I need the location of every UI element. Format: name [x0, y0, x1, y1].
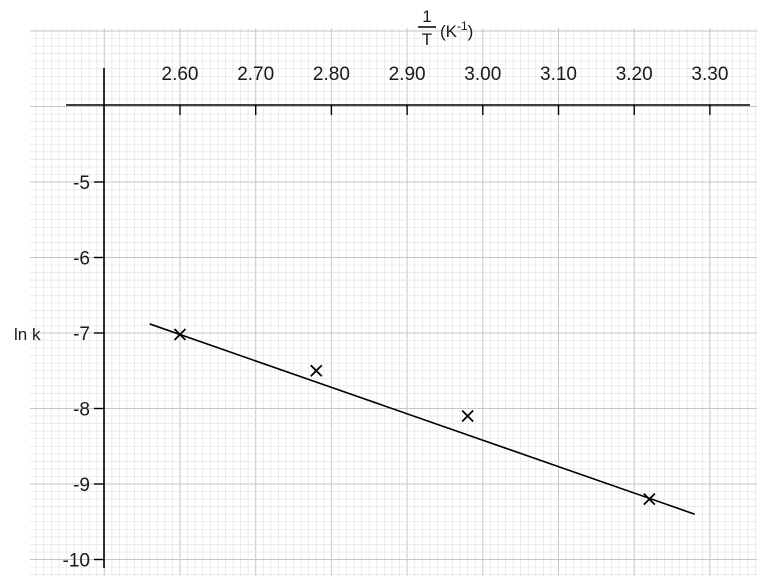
data-point-stroke — [643, 492, 656, 506]
y-axis-label: ln k — [14, 325, 41, 344]
x-axis-label-denominator: T — [422, 30, 432, 49]
x-axis-label-numerator: 1 — [422, 7, 431, 26]
data-point-stroke — [461, 409, 474, 423]
y-tick-label: -7 — [73, 324, 90, 345]
x-axis-label-unit-close: ) — [468, 22, 474, 41]
x-tick-label: 3.30 — [691, 64, 728, 85]
best-fit-line — [149, 323, 696, 515]
grid-paper — [30, 28, 757, 576]
y-tick-label: -5 — [73, 173, 90, 194]
data-point-cross — [310, 364, 323, 377]
data-point-stroke — [173, 328, 187, 341]
data-point-stroke — [310, 364, 323, 377]
data-point-cross — [461, 409, 474, 423]
x-axis-label-unit: (K-1) — [440, 19, 473, 41]
y-tick-label: -8 — [73, 400, 90, 421]
x-axis-label: 1 T (K-1) — [418, 7, 473, 49]
x-tick-label: 2.90 — [389, 64, 426, 85]
x-axis-label-unit-open: (K — [440, 22, 458, 41]
y-tick-label: -6 — [73, 249, 90, 270]
x-tick-label: 2.70 — [237, 64, 274, 85]
axis-ticks: 2.60 2.70 2.80 2.90 3.00 3.10 3.20 3.30 -5 -6 -7 -8… — [63, 64, 729, 572]
y-tick-label: -9 — [73, 475, 90, 496]
x-tick-label: 3.00 — [464, 64, 501, 85]
y-tick-label: -10 — [63, 551, 90, 572]
x-tick-label: 2.80 — [313, 64, 350, 85]
x-tick-label: 3.20 — [616, 64, 653, 85]
x-axis-label-unit-exponent: -1 — [457, 19, 468, 33]
data-point-cross — [173, 328, 187, 341]
data-points — [173, 328, 656, 506]
best-fit-line-group — [149, 323, 696, 515]
x-tick-label: 2.60 — [162, 64, 199, 85]
data-point-cross — [643, 492, 656, 506]
x-tick-label: 3.10 — [540, 64, 577, 85]
